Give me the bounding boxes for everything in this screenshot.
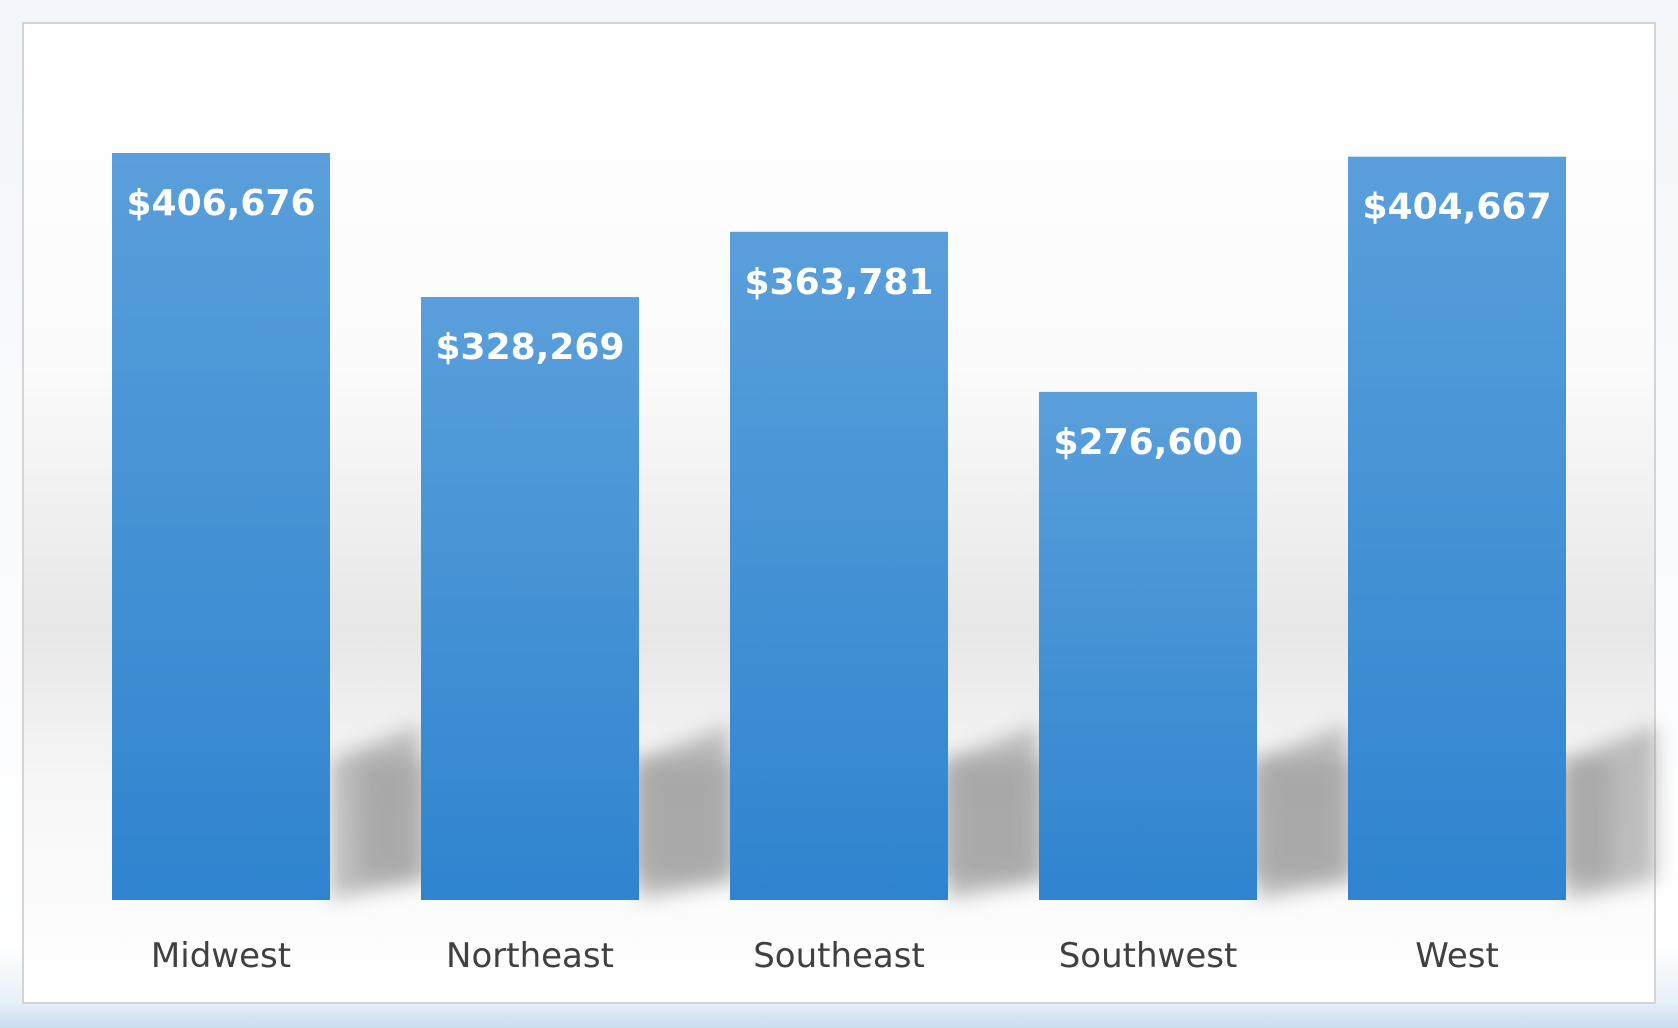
data-label: $406,676: [126, 183, 315, 224]
category-label: Southeast: [753, 936, 925, 976]
data-labels-group: $406,676 $328,269 $363,781 $276,600 $404,667: [126, 183, 1551, 463]
data-label: $276,600: [1053, 422, 1242, 463]
bar-shadow: [948, 725, 1038, 900]
bar-west: [1348, 156, 1566, 901]
category-labels-group: Midwest Northeast Southeast Southwest West: [151, 936, 1499, 976]
bottom-strip: [0, 1004, 1678, 1028]
category-label: Northeast: [446, 936, 614, 976]
bar-northeast: [421, 297, 639, 900]
category-label: West: [1415, 936, 1499, 976]
bar-shadow: [330, 725, 420, 900]
bar-shadow: [1566, 725, 1656, 900]
bar-southwest: [1039, 391, 1257, 900]
data-label: $363,781: [744, 262, 933, 303]
bar-shadow: [639, 725, 729, 900]
bar-southeast: [730, 231, 948, 900]
data-label: $404,667: [1362, 187, 1551, 228]
category-label: Midwest: [151, 936, 291, 976]
bars-group: [112, 153, 1566, 901]
bar-shadow: [1257, 725, 1347, 900]
bar-midwest: [112, 153, 330, 900]
category-label: Southwest: [1059, 936, 1238, 976]
data-label: $328,269: [435, 327, 624, 368]
